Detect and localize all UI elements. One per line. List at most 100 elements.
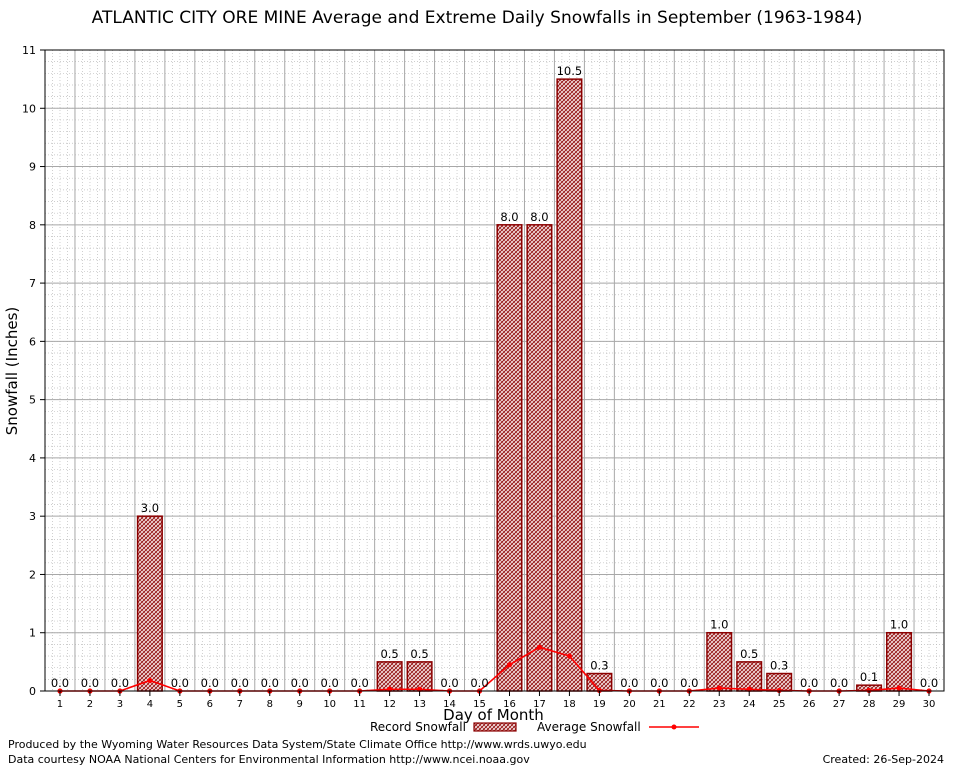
data-label-day-2: 0.0 [81, 676, 99, 690]
y-tick-label: 8 [29, 219, 36, 232]
footer-data-courtesy: Data courtesy NOAA National Centers for … [8, 753, 530, 766]
x-axis-label: Day of Month [443, 706, 544, 724]
x-tick-label: 26 [803, 699, 816, 710]
average-point-day-17 [536, 644, 543, 650]
x-tick-label: 14 [443, 699, 456, 710]
data-label-day-17: 8.0 [530, 210, 548, 224]
x-tick-label: 4 [147, 699, 153, 710]
x-tick-label: 13 [413, 699, 426, 710]
bar-day-18 [556, 78, 583, 692]
legend-record-label: Record Snowfall [370, 720, 466, 734]
x-tick-label: 6 [207, 699, 213, 710]
x-tick-label: 21 [653, 699, 666, 710]
legend-record-swatch [473, 722, 517, 732]
x-tick-label: 25 [773, 699, 786, 710]
data-label-day-29: 1.0 [890, 618, 908, 632]
y-tick-label: 0 [29, 685, 36, 698]
data-label-day-12: 0.5 [380, 647, 398, 661]
average-point-day-16 [506, 662, 513, 668]
x-tick-label: 20 [623, 699, 636, 710]
x-tick-label: 17 [533, 699, 546, 710]
y-tick-label: 6 [29, 335, 36, 348]
data-label-day-11: 0.0 [351, 676, 369, 690]
chart-title: ATLANTIC CITY ORE MINE Average and Extre… [91, 8, 863, 28]
average-point-day-4 [147, 677, 153, 684]
data-label-day-27: 0.0 [830, 676, 848, 690]
bar-day-4 [136, 515, 163, 692]
x-tick-label: 8 [267, 699, 273, 710]
x-tick-label: 27 [833, 699, 846, 710]
average-point-day-29 [896, 685, 902, 691]
data-label-day-7: 0.0 [231, 676, 249, 690]
x-tick-label: 29 [893, 699, 906, 710]
data-label-day-25: 0.3 [770, 659, 788, 673]
average-point-day-28 [866, 687, 872, 694]
x-tick-label: 12 [383, 699, 396, 710]
x-tick-label: 9 [297, 699, 303, 710]
average-point-day-19 [596, 687, 602, 694]
data-label-day-21: 0.0 [650, 676, 668, 690]
x-tick-label: 30 [923, 699, 936, 710]
data-label-day-4: 3.0 [141, 501, 159, 515]
data-label-day-24: 0.5 [740, 647, 758, 661]
y-tick-label: 4 [29, 452, 36, 465]
x-tick-label: 11 [353, 699, 366, 710]
data-label-day-20: 0.0 [620, 676, 638, 690]
data-label-day-3: 0.0 [111, 676, 129, 690]
data-label-day-6: 0.0 [201, 676, 219, 690]
data-label-day-26: 0.0 [800, 676, 818, 690]
x-tick-label: 19 [593, 699, 606, 710]
footer-created: Created: 26-Sep-2024 [822, 753, 944, 766]
x-tick-label: 16 [503, 699, 516, 710]
bar-day-12 [376, 661, 403, 692]
data-label-day-13: 0.5 [410, 647, 428, 661]
plot-frame [44, 49, 945, 692]
bars-layer [136, 78, 913, 692]
y-tick-label: 7 [29, 277, 36, 290]
bar-day-29 [886, 631, 913, 692]
y-tick-label: 3 [29, 510, 36, 523]
legend-average-swatch [648, 724, 699, 730]
bar-day-13 [406, 661, 433, 692]
y-tick-label: 5 [29, 394, 36, 407]
x-axis-ticks: 1 2 3 4 5 6 7 8 9 10 11 12 13 14 15 16 17 18 19 20 21 22 23 24 2… [57, 691, 936, 710]
x-tick-label: 28 [863, 699, 876, 710]
x-tick-label: 2 [87, 699, 93, 710]
data-label-day-16: 8.0 [500, 210, 518, 224]
x-tick-label: 18 [563, 699, 576, 710]
data-label-day-28: 0.1 [860, 670, 878, 684]
data-label-day-5: 0.0 [171, 676, 189, 690]
data-label-day-22: 0.0 [680, 676, 698, 690]
data-label-day-19: 0.3 [590, 659, 608, 673]
y-tick-label: 1 [29, 627, 36, 640]
data-label-day-15: 0.0 [470, 676, 488, 690]
data-labels-layer: 0.0 0.0 0.0 3.0 0.0 0.0 0.0 0.0 0.0 0.0 0.0 0.5 0.5 0… [51, 64, 938, 690]
x-tick-label: 5 [177, 699, 183, 710]
data-label-day-23: 1.0 [710, 618, 728, 632]
legend-average: Average Snowfall [537, 720, 701, 734]
y-axis-ticks: 0 1 2 3 4 5 6 7 8 9 10 11 [22, 44, 45, 698]
data-label-day-1: 0.0 [51, 676, 69, 690]
bar-day-23 [706, 631, 733, 692]
legend-record: Record Snowfall [370, 720, 518, 734]
y-tick-label: 9 [29, 161, 36, 174]
average-point-day-18 [566, 653, 573, 659]
data-label-day-8: 0.0 [261, 676, 279, 690]
data-label-day-14: 0.0 [440, 676, 458, 690]
bar-day-24 [736, 661, 763, 692]
legend-average-label: Average Snowfall [537, 720, 641, 734]
x-tick-label: 23 [713, 699, 726, 710]
x-tick-label: 22 [683, 699, 696, 710]
y-axis-label: Snowfall (Inches) [3, 306, 21, 436]
average-point-day-23 [716, 685, 722, 691]
x-tick-label: 10 [323, 699, 336, 710]
footer-produced-by: Produced by the Wyoming Water Resources … [8, 738, 587, 751]
x-tick-label: 3 [117, 699, 123, 710]
x-tick-label: 24 [743, 699, 756, 710]
y-tick-label: 11 [22, 44, 36, 57]
x-tick-label: 1 [57, 699, 63, 710]
data-label-day-10: 0.0 [321, 676, 339, 690]
data-label-day-30: 0.0 [920, 676, 938, 690]
x-tick-label: 7 [237, 699, 243, 710]
